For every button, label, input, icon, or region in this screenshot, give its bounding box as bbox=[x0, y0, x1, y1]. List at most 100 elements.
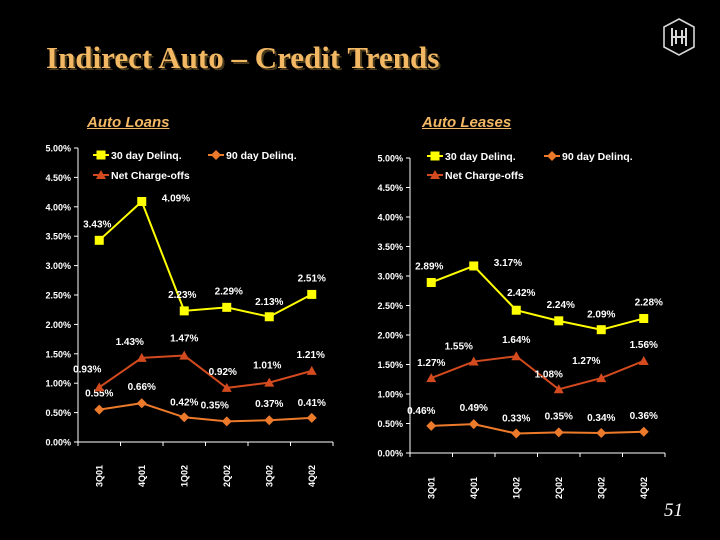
chart-panel-2: 0.00% 0.50% 1.00% 1.50% 2.00% 2.50% 3.00% 3.50%… bbox=[377, 151, 666, 499]
y-tick-label: 5.00% bbox=[377, 154, 403, 164]
x-tick-label: 2Q02 bbox=[222, 465, 232, 487]
data-point bbox=[511, 428, 522, 439]
data-label: 2.23% bbox=[168, 290, 196, 301]
x-tick-label: 3Q01 bbox=[94, 465, 104, 487]
y-tick-label: 4.50% bbox=[45, 173, 71, 183]
x-tick-label: 3Q01 bbox=[426, 477, 436, 499]
data-point bbox=[221, 382, 232, 392]
data-label: 2.89% bbox=[415, 261, 443, 272]
data-label: 2.42% bbox=[507, 288, 535, 299]
data-point bbox=[553, 384, 564, 394]
data-point bbox=[222, 302, 232, 312]
y-tick-label: 0.00% bbox=[45, 438, 71, 448]
data-label: 1.01% bbox=[253, 361, 281, 372]
data-label: 0.35% bbox=[545, 411, 573, 422]
data-point bbox=[94, 235, 104, 245]
x-tick-label: 4Q02 bbox=[639, 477, 649, 499]
y-tick-label: 3.50% bbox=[45, 232, 71, 242]
data-label: 0.49% bbox=[460, 403, 488, 414]
data-point bbox=[179, 306, 189, 316]
y-tick-label: 4.50% bbox=[377, 183, 403, 193]
data-label: 0.42% bbox=[170, 397, 198, 408]
y-tick-label: 3.00% bbox=[377, 272, 403, 282]
auto-loans-title: Auto Loans bbox=[87, 114, 170, 131]
data-label: 2.13% bbox=[255, 297, 283, 308]
data-point bbox=[426, 420, 437, 431]
data-label: 4.09% bbox=[162, 194, 190, 205]
x-tick-label: 4Q01 bbox=[469, 477, 479, 499]
data-point bbox=[468, 356, 479, 366]
y-tick-label: 0.50% bbox=[45, 408, 71, 418]
auto-leases-title: Auto Leases bbox=[422, 114, 512, 131]
data-point bbox=[638, 426, 649, 437]
series-line bbox=[98, 199, 313, 318]
data-label: 2.29% bbox=[215, 286, 243, 297]
data-point bbox=[137, 197, 147, 207]
data-label: 0.46% bbox=[407, 406, 435, 417]
data-label: 0.93% bbox=[73, 364, 101, 375]
y-tick-label: 0.00% bbox=[377, 449, 403, 459]
y-tick-label: 0.50% bbox=[377, 419, 403, 429]
x-tick-label: 3Q02 bbox=[264, 465, 274, 487]
data-label: 1.43% bbox=[116, 337, 144, 348]
data-point bbox=[511, 305, 521, 315]
data-point bbox=[94, 382, 105, 392]
data-point bbox=[264, 415, 275, 426]
data-point bbox=[306, 365, 317, 375]
data-point bbox=[264, 312, 274, 322]
data-label: 1.56% bbox=[630, 340, 658, 351]
y-tick-label: 1.00% bbox=[377, 390, 403, 400]
data-label: 0.55% bbox=[85, 389, 113, 400]
data-label: 2.24% bbox=[547, 300, 575, 311]
data-label: 1.47% bbox=[170, 334, 198, 345]
data-point bbox=[264, 377, 275, 387]
data-label: 0.66% bbox=[128, 382, 156, 393]
data-point bbox=[596, 373, 607, 383]
y-tick-label: 5.00% bbox=[45, 144, 71, 154]
x-tick-label: 1Q02 bbox=[511, 477, 521, 499]
data-label: 3.43% bbox=[83, 219, 111, 230]
y-tick-label: 1.50% bbox=[377, 360, 403, 370]
legend-marker bbox=[96, 150, 106, 160]
data-label: 0.33% bbox=[502, 414, 530, 425]
y-tick-label: 2.50% bbox=[377, 301, 403, 311]
data-point bbox=[596, 427, 607, 438]
x-tick-label: 3Q02 bbox=[596, 477, 606, 499]
x-tick-label: 1Q02 bbox=[179, 465, 189, 487]
data-point bbox=[553, 427, 564, 438]
y-tick-label: 2.00% bbox=[377, 331, 403, 341]
x-tick-label: 2Q02 bbox=[554, 477, 564, 499]
data-label: 2.51% bbox=[298, 273, 326, 284]
y-tick-label: 3.00% bbox=[45, 261, 71, 271]
data-label: 1.08% bbox=[535, 369, 563, 380]
series-line bbox=[431, 423, 644, 435]
data-point bbox=[94, 404, 105, 415]
data-point bbox=[307, 289, 317, 299]
legend-label: 30 day Delinq. bbox=[445, 151, 516, 163]
x-tick-label: 4Q02 bbox=[307, 465, 317, 487]
chart-panel-1: 0.00% 0.50% 1.00% 1.50% 2.00% 2.50% 3.00% 3.50%… bbox=[45, 144, 334, 487]
data-label: 0.37% bbox=[255, 399, 283, 410]
legend-label: 30 day Delinq. bbox=[111, 150, 182, 162]
y-tick-label: 3.50% bbox=[377, 242, 403, 252]
data-label: 1.21% bbox=[297, 350, 325, 361]
legend-marker bbox=[430, 170, 440, 179]
legend-marker bbox=[211, 150, 221, 160]
data-point bbox=[426, 373, 437, 383]
data-point bbox=[306, 412, 317, 423]
legend-marker bbox=[96, 170, 106, 179]
slide-title: Indirect Auto – Credit Trends bbox=[46, 40, 440, 75]
data-label: 0.36% bbox=[630, 411, 658, 422]
y-tick-label: 4.00% bbox=[45, 202, 71, 212]
legend-label: Net Charge-offs bbox=[445, 170, 524, 182]
y-tick-label: 2.50% bbox=[45, 291, 71, 301]
data-label: 0.34% bbox=[587, 413, 615, 424]
legend-label: 90 day Delinq. bbox=[226, 150, 297, 162]
data-point bbox=[596, 325, 606, 335]
legend-label: Net Charge-offs bbox=[111, 170, 190, 182]
series-line bbox=[99, 402, 312, 423]
data-point bbox=[469, 261, 479, 271]
series-line bbox=[98, 354, 313, 389]
legend-marker bbox=[430, 151, 440, 161]
